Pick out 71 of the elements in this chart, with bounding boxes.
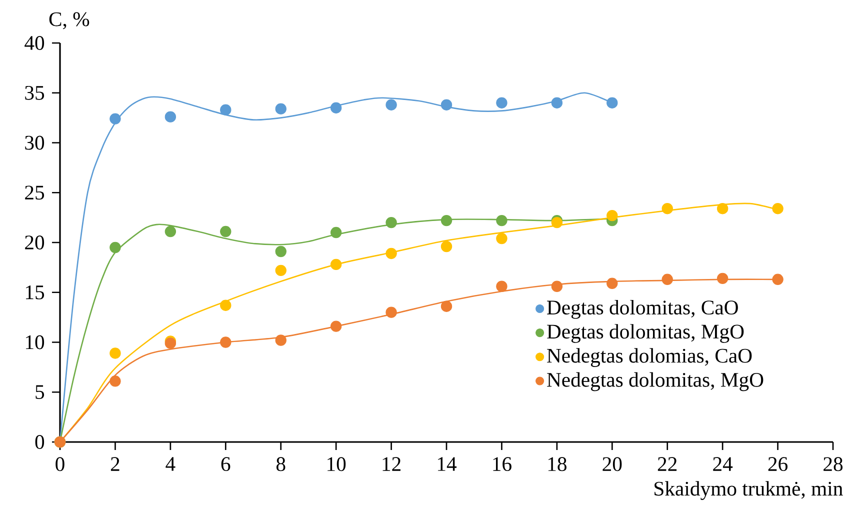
x-tick-label: 26	[768, 457, 788, 472]
y-tick-label: 25	[25, 186, 44, 200]
point	[716, 272, 728, 284]
point	[330, 258, 342, 270]
point	[496, 97, 508, 108]
point	[275, 103, 286, 114]
point	[220, 336, 232, 348]
point	[110, 376, 121, 387]
x-tick-label: 24	[713, 457, 733, 471]
x-tick-label: 6	[221, 457, 230, 472]
point	[164, 111, 176, 122]
point	[662, 274, 673, 286]
point	[330, 320, 342, 332]
point	[220, 300, 232, 311]
point	[662, 202, 673, 214]
x-tick-label: 14	[438, 457, 457, 471]
point	[275, 334, 286, 346]
legend-label: Nedegtas dolomias, CaO	[547, 348, 752, 367]
y-tick-label: 20	[25, 236, 44, 250]
x-tick-label: 16	[493, 457, 512, 472]
x-tick-label: 12	[382, 457, 400, 471]
point	[551, 97, 563, 108]
point	[772, 274, 784, 286]
point	[386, 306, 397, 318]
point	[386, 248, 397, 260]
x-tick-label: 22	[658, 457, 677, 471]
point	[110, 242, 121, 254]
x-tick-label: 0	[56, 457, 64, 472]
point	[110, 113, 121, 124]
point	[716, 202, 728, 214]
point	[386, 99, 397, 110]
x-tick-label: 2	[110, 457, 120, 471]
y-tick-label: 10	[26, 335, 44, 350]
point	[772, 202, 784, 214]
x-tick-label: 8	[276, 457, 286, 472]
point	[275, 246, 286, 258]
point	[496, 214, 508, 226]
point	[496, 232, 508, 244]
x-tick-label: 4	[166, 457, 176, 471]
point	[606, 97, 618, 108]
point	[440, 300, 452, 312]
y-tick-label: 0	[35, 435, 44, 449]
point	[606, 210, 618, 222]
x-tick-label: 18	[548, 457, 566, 472]
legend-label: Degtas dolomitas, MgO	[547, 324, 744, 343]
point	[551, 280, 563, 292]
point	[440, 99, 452, 110]
point	[440, 214, 452, 226]
x-tick-label: 10	[328, 457, 346, 472]
x-tick-label: 20	[602, 457, 622, 472]
point	[606, 278, 618, 289]
y-tick-label: 5	[36, 385, 44, 399]
point	[164, 226, 176, 238]
point	[330, 102, 342, 114]
point	[275, 264, 286, 276]
point	[110, 348, 121, 359]
legend-label: Degtas dolomitas, CaO	[547, 300, 738, 319]
y-axis-title: C, %	[49, 12, 90, 30]
x-axis-title: Skaidymo trukmė, min	[654, 481, 843, 500]
point	[496, 280, 508, 292]
y-tick-label: 30	[25, 136, 44, 150]
x-tick-label: 28	[824, 457, 843, 472]
y-tick-label: 35	[25, 86, 44, 100]
point	[330, 226, 342, 238]
point	[440, 240, 452, 252]
y-tick-label: 40	[24, 36, 44, 50]
point	[220, 104, 232, 116]
legend-label: Nedegtas dolomitas, MgO	[547, 372, 764, 392]
point	[220, 226, 232, 238]
y-tick-label: 15	[26, 285, 44, 300]
point	[386, 216, 397, 228]
